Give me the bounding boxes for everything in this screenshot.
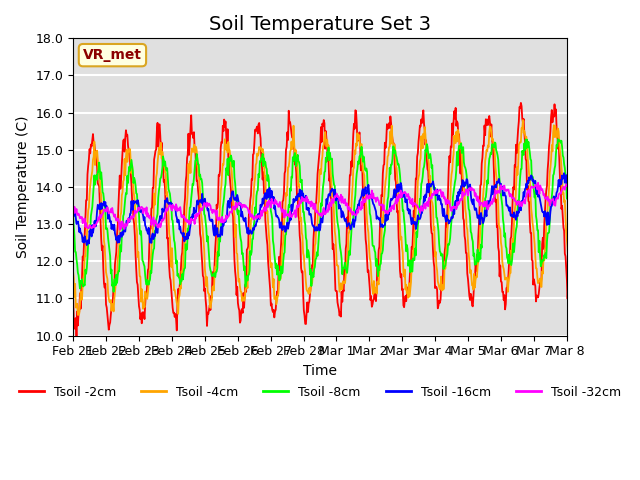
- Legend: Tsoil -2cm, Tsoil -4cm, Tsoil -8cm, Tsoil -16cm, Tsoil -32cm: Tsoil -2cm, Tsoil -4cm, Tsoil -8cm, Tsoi…: [14, 381, 626, 404]
- Tsoil -2cm: [596, 273, 604, 278]
- Tsoil -32cm: [595, 178, 602, 184]
- Tsoil -2cm: [228, 209, 236, 215]
- Tsoil -4cm: [74, 312, 82, 318]
- Tsoil -8cm: [228, 163, 236, 169]
- Line: Tsoil -32cm: Tsoil -32cm: [73, 181, 600, 230]
- Tsoil -32cm: [116, 227, 124, 233]
- Line: Tsoil -4cm: Tsoil -4cm: [73, 120, 600, 315]
- Tsoil -4cm: [391, 146, 399, 152]
- Tsoil -8cm: [255, 171, 262, 177]
- Line: Tsoil -8cm: Tsoil -8cm: [73, 138, 600, 292]
- Tsoil -2cm: [73, 337, 81, 343]
- Tsoil -4cm: [421, 124, 429, 130]
- Tsoil -2cm: [275, 274, 282, 279]
- Tsoil -32cm: [421, 201, 429, 206]
- Tsoil -8cm: [588, 135, 596, 141]
- Tsoil -16cm: [255, 211, 262, 217]
- Tsoil -32cm: [275, 204, 282, 210]
- Tsoil -16cm: [596, 173, 604, 179]
- Title: Soil Temperature Set 3: Soil Temperature Set 3: [209, 15, 431, 34]
- Tsoil -32cm: [228, 207, 236, 213]
- Tsoil -4cm: [69, 268, 77, 274]
- Tsoil -4cm: [519, 117, 527, 123]
- Tsoil -16cm: [275, 215, 282, 221]
- Tsoil -4cm: [132, 212, 140, 217]
- Tsoil -16cm: [560, 170, 568, 176]
- Tsoil -2cm: [517, 100, 525, 106]
- Tsoil -32cm: [69, 209, 77, 215]
- Tsoil -4cm: [228, 181, 236, 187]
- Tsoil -8cm: [421, 158, 429, 164]
- Tsoil -8cm: [596, 187, 604, 193]
- Tsoil -32cm: [132, 210, 140, 216]
- Tsoil -32cm: [391, 200, 399, 206]
- Tsoil -32cm: [255, 213, 262, 218]
- Tsoil -8cm: [132, 182, 140, 188]
- Tsoil -4cm: [275, 290, 282, 296]
- Tsoil -4cm: [596, 247, 604, 252]
- Tsoil -2cm: [255, 121, 262, 127]
- Tsoil -8cm: [391, 147, 399, 153]
- Tsoil -8cm: [275, 267, 282, 273]
- Tsoil -2cm: [132, 252, 140, 257]
- Tsoil -16cm: [83, 242, 91, 248]
- Tsoil -2cm: [391, 176, 399, 182]
- Tsoil -16cm: [391, 194, 399, 200]
- Tsoil -16cm: [421, 198, 429, 204]
- Tsoil -16cm: [132, 199, 140, 204]
- Tsoil -16cm: [228, 189, 236, 194]
- Y-axis label: Soil Temperature (C): Soil Temperature (C): [16, 116, 30, 258]
- Tsoil -4cm: [255, 151, 262, 157]
- Tsoil -2cm: [69, 293, 77, 299]
- X-axis label: Time: Time: [303, 364, 337, 378]
- Tsoil -8cm: [109, 289, 117, 295]
- Text: VR_met: VR_met: [83, 48, 142, 62]
- Tsoil -16cm: [69, 206, 77, 212]
- Tsoil -8cm: [69, 210, 77, 216]
- Line: Tsoil -16cm: Tsoil -16cm: [73, 173, 600, 245]
- Tsoil -2cm: [421, 126, 429, 132]
- Line: Tsoil -2cm: Tsoil -2cm: [73, 103, 600, 340]
- Tsoil -32cm: [596, 180, 604, 186]
